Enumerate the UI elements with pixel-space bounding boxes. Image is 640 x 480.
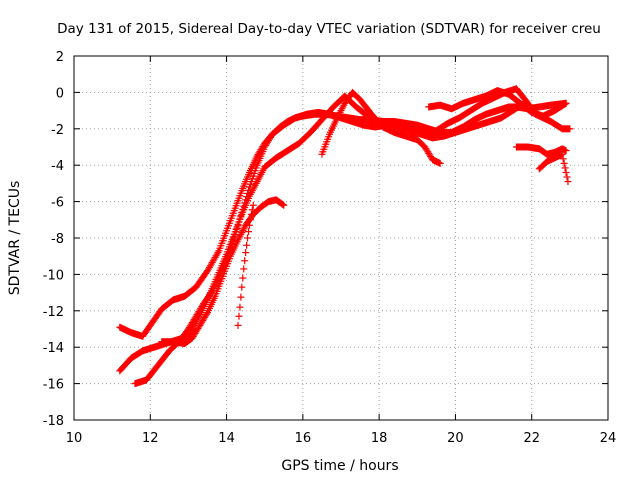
data-point-marker bbox=[241, 257, 249, 265]
x-tick-label: 22 bbox=[523, 431, 540, 446]
y-tick-label: -16 bbox=[43, 378, 64, 393]
y-tick-label: -4 bbox=[51, 159, 64, 174]
data-point-marker bbox=[562, 99, 570, 107]
data-point-marker bbox=[241, 199, 249, 207]
data-point-marker bbox=[238, 283, 246, 291]
data-point-marker bbox=[245, 186, 253, 194]
data-point-marker bbox=[233, 224, 241, 232]
y-tick-label: -14 bbox=[43, 341, 64, 356]
data-point-marker bbox=[240, 202, 248, 210]
x-tick-label: 14 bbox=[218, 431, 235, 446]
y-tick-label: 2 bbox=[56, 50, 64, 65]
data-point-marker bbox=[245, 228, 253, 236]
data-point-marker bbox=[279, 201, 287, 209]
x-axis-title: GPS time / hours bbox=[281, 458, 398, 474]
x-tick-labels: 10 12 14 16 18 20 22 24 bbox=[66, 431, 617, 446]
series-track-c bbox=[131, 99, 574, 388]
data-point-marker bbox=[242, 196, 250, 204]
y-tick-label: -2 bbox=[51, 123, 64, 138]
y-tick-labels: -18 -16 -14 -12 -10 -8 -6 -4 -2 0 2 bbox=[43, 50, 64, 429]
data-point-marker bbox=[561, 100, 569, 108]
series-track-e bbox=[234, 201, 257, 329]
data-point-marker bbox=[242, 249, 250, 257]
data-point-marker bbox=[559, 155, 567, 163]
data-point-marker bbox=[235, 312, 243, 320]
x-tick-label: 12 bbox=[142, 431, 159, 446]
data-point-marker bbox=[237, 293, 245, 301]
data-point-marker bbox=[235, 218, 243, 226]
data-point-marker bbox=[239, 274, 247, 282]
data-point-marker bbox=[244, 189, 252, 197]
data-point-marker bbox=[234, 221, 242, 229]
plot-frame bbox=[73, 55, 609, 421]
data-point-marker bbox=[243, 241, 251, 249]
data-point-marker bbox=[436, 159, 444, 167]
data-point-marker bbox=[558, 150, 566, 158]
y-tick-label: -6 bbox=[51, 196, 64, 211]
data-point-marker bbox=[243, 193, 251, 201]
data-point-marker bbox=[239, 205, 247, 213]
data-point-marker bbox=[562, 168, 570, 176]
data-point-marker bbox=[248, 206, 256, 214]
data-point-marker bbox=[237, 212, 245, 220]
y-axis-title: SDTVAR / TECUs bbox=[7, 181, 23, 296]
data-series bbox=[116, 85, 574, 388]
data-point-marker bbox=[234, 321, 242, 329]
data-point-marker bbox=[564, 178, 572, 186]
x-tick-label: 10 bbox=[66, 431, 83, 446]
y-tick-label: 0 bbox=[56, 86, 64, 101]
data-point-marker bbox=[247, 210, 255, 218]
data-point-marker bbox=[562, 147, 570, 155]
data-point-marker bbox=[238, 209, 246, 217]
chart-title: Day 131 of 2015, Sidereal Day-to-day VTE… bbox=[57, 21, 601, 37]
x-tick-label: 24 bbox=[600, 431, 617, 446]
series-track-f bbox=[318, 88, 444, 167]
data-point-marker bbox=[236, 215, 244, 223]
data-point-marker bbox=[245, 221, 253, 229]
series-track-d bbox=[158, 196, 288, 348]
data-point-marker bbox=[244, 234, 252, 242]
data-point-marker bbox=[203, 310, 211, 318]
data-point-marker bbox=[566, 125, 574, 133]
data-point-marker bbox=[240, 265, 248, 273]
data-point-marker bbox=[563, 173, 571, 181]
y-tick-label: -10 bbox=[43, 268, 64, 283]
series-track-h bbox=[512, 143, 570, 158]
data-point-marker bbox=[236, 303, 244, 311]
data-point-marker bbox=[561, 164, 569, 172]
data-point-marker bbox=[214, 248, 222, 256]
data-point-marker bbox=[246, 216, 254, 224]
x-tick-label: 20 bbox=[447, 431, 464, 446]
series-track-i bbox=[535, 150, 572, 186]
data-point-marker bbox=[280, 201, 288, 209]
data-point-marker bbox=[232, 228, 240, 236]
x-tick-label: 16 bbox=[295, 431, 312, 446]
y-tick-label: -12 bbox=[43, 305, 64, 320]
y-tick-label: -18 bbox=[43, 414, 64, 429]
data-point-marker bbox=[249, 201, 257, 209]
y-tick-label: -8 bbox=[51, 232, 64, 247]
series-track-g bbox=[425, 87, 570, 120]
data-point-marker bbox=[560, 159, 568, 167]
x-tick-label: 18 bbox=[371, 431, 388, 446]
